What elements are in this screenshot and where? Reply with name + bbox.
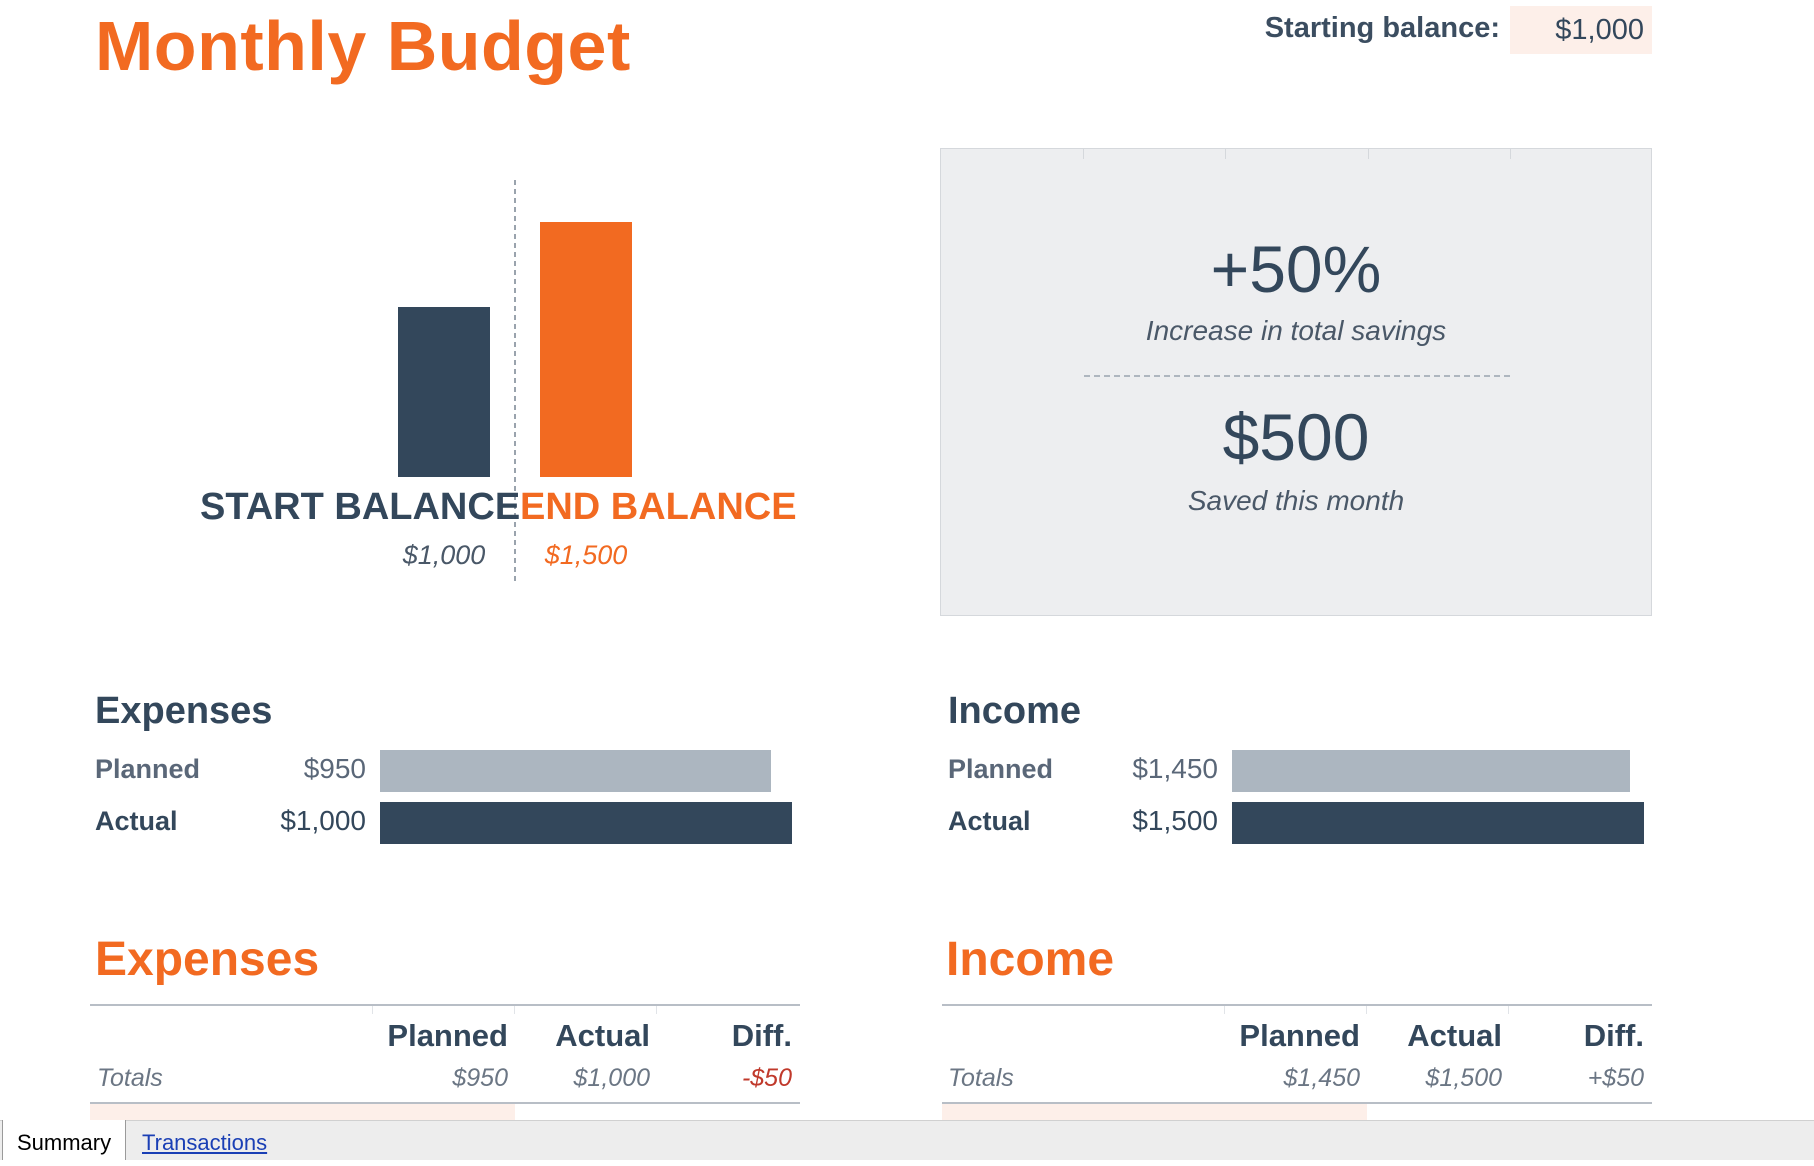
income-planned-label: Planned — [948, 754, 1054, 784]
expenses-planned-amount: $950 — [303, 753, 366, 784]
sheet-tab-bar — [0, 1120, 1814, 1160]
end-balance-bar — [540, 222, 632, 477]
saved-amount-caption: Saved this month — [1187, 485, 1405, 516]
starting-balance-input[interactable]: $1,000 — [1510, 6, 1652, 54]
card-divider — [1084, 375, 1510, 377]
income-actual-amount: $1,500 — [1132, 805, 1218, 836]
start-balance-bar — [398, 307, 490, 477]
start-balance-value: $1,000 — [402, 540, 486, 570]
income-actual-label: Actual — [948, 806, 1031, 836]
expenses-totals-label: Totals — [97, 1064, 163, 1092]
income-totals-rule — [942, 1102, 1652, 1104]
income-col-diff: Diff. — [1583, 1018, 1644, 1053]
end-balance-label: END BALANCE — [520, 486, 797, 528]
grid-line — [1366, 1006, 1367, 1014]
income-total-planned: $1,450 — [1283, 1064, 1360, 1092]
grid-line — [1508, 1006, 1509, 1014]
expenses-actual-label: Actual — [95, 806, 178, 836]
expenses-actual-bar — [380, 802, 792, 844]
income-total-actual: $1,500 — [1425, 1064, 1502, 1092]
expenses-table-heading: Expenses — [95, 933, 320, 986]
savings-percent-caption: Increase in total savings — [1145, 315, 1447, 346]
expenses-col-planned: Planned — [387, 1018, 508, 1053]
expenses-first-row[interactable] — [90, 1104, 515, 1124]
sheet-tab-summary[interactable]: Summary — [2, 1120, 127, 1160]
sheet-tab-transactions[interactable]: Transactions — [142, 1130, 268, 1155]
income-actual-bar — [1232, 802, 1644, 844]
grid-line — [656, 1006, 657, 1014]
grid-line — [514, 1006, 515, 1014]
income-planned-bar — [1232, 750, 1631, 792]
income-table-rule — [942, 1004, 1652, 1006]
savings-summary-card: +50% Increase in total savings $500 Save… — [940, 148, 1652, 616]
income-planned-amount: $1,450 — [1132, 753, 1218, 784]
expenses-table-rule — [90, 1004, 800, 1006]
expenses-actual-amount: $1,000 — [280, 805, 366, 836]
balance-chart — [398, 180, 632, 585]
expenses-planned-label: Planned — [95, 754, 201, 784]
income-bars-heading: Income — [948, 690, 1082, 732]
expenses-planned-bar — [380, 750, 772, 792]
grid-line — [372, 1006, 373, 1014]
expenses-bars-heading: Expenses — [95, 690, 273, 732]
expenses-total-actual: $1,000 — [573, 1064, 650, 1092]
saved-amount: $500 — [1222, 400, 1370, 474]
grid-line — [1224, 1006, 1225, 1014]
starting-balance-label: Starting balance: — [1264, 12, 1500, 44]
income-total-diff: +$50 — [1587, 1064, 1644, 1092]
income-first-row[interactable] — [942, 1104, 1367, 1124]
income-col-actual: Actual — [1407, 1018, 1502, 1053]
income-totals-label: Totals — [948, 1064, 1014, 1092]
page-title: Monthly Budget — [95, 7, 631, 85]
expenses-col-diff: Diff. — [731, 1018, 792, 1053]
expenses-totals-rule — [90, 1102, 800, 1104]
end-balance-value: $1,500 — [544, 540, 628, 570]
expenses-total-diff: -$50 — [741, 1064, 792, 1092]
savings-percent: +50% — [1210, 232, 1382, 306]
expenses-total-planned: $950 — [452, 1064, 508, 1092]
expenses-col-actual: Actual — [555, 1018, 650, 1053]
income-col-planned: Planned — [1239, 1018, 1360, 1053]
start-balance-label: START BALANCE — [200, 486, 521, 528]
income-table-heading: Income — [946, 933, 1115, 986]
